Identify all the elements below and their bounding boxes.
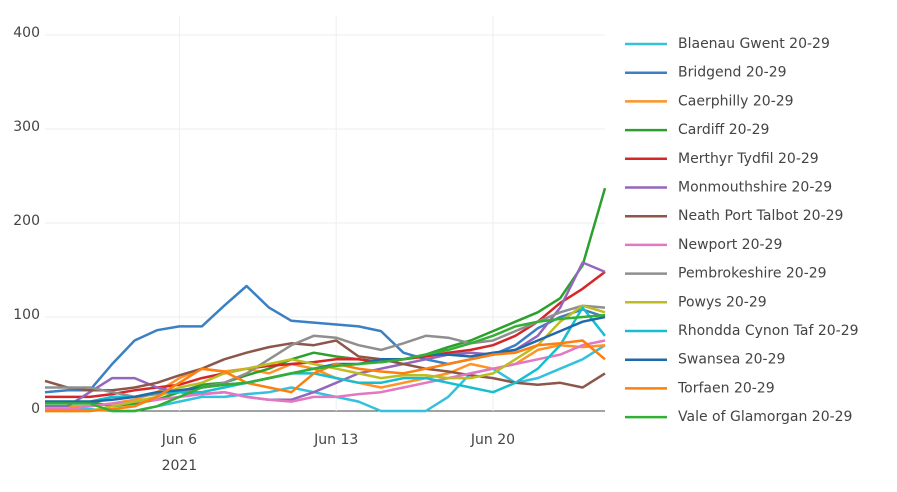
legend-label[interactable]: Neath Port Talbot 20-29 bbox=[678, 208, 843, 224]
series-line bbox=[45, 339, 606, 413]
legend-label[interactable]: Caerphilly 20-29 bbox=[678, 93, 794, 109]
legend-label[interactable]: Torfaen 20-29 bbox=[677, 380, 775, 396]
series-line bbox=[45, 187, 607, 408]
legend-label[interactable]: Newport 20-29 bbox=[678, 237, 782, 253]
legend-label[interactable]: Merthyr Tydfil 20-29 bbox=[678, 151, 819, 167]
legend-label[interactable]: Powys 20-29 bbox=[678, 294, 767, 310]
y-tick-label: 400 bbox=[13, 25, 40, 41]
y-tick-label: 300 bbox=[13, 119, 40, 135]
legend-label[interactable]: Swansea 20-29 bbox=[678, 352, 785, 368]
legend-label[interactable]: Pembrokeshire 20-29 bbox=[678, 266, 827, 282]
legend-label[interactable]: Vale of Glamorgan 20-29 bbox=[678, 409, 852, 425]
legend-label[interactable]: Rhondda Cynon Taf 20-29 bbox=[678, 323, 859, 339]
series-line bbox=[44, 339, 606, 392]
legend-label[interactable]: Bridgend 20-29 bbox=[678, 65, 787, 81]
series-line bbox=[45, 270, 606, 399]
lines bbox=[44, 187, 607, 413]
x-tick-label: Jun 20 bbox=[470, 432, 515, 448]
x-tick-sublabel: 2021 bbox=[162, 458, 198, 474]
series-line bbox=[45, 261, 606, 408]
legend-label[interactable]: Cardiff 20-29 bbox=[678, 122, 769, 138]
legend-label[interactable]: Blaenau Gwent 20-29 bbox=[678, 36, 830, 52]
y-tick-label: 100 bbox=[13, 307, 40, 323]
x-tick-label: Jun 6 bbox=[161, 432, 197, 448]
series-line bbox=[44, 284, 606, 394]
series-line bbox=[45, 313, 606, 413]
y-tick-label: 200 bbox=[13, 213, 40, 229]
legend-label[interactable]: Monmouthshire 20-29 bbox=[678, 180, 832, 196]
legend[interactable]: Blaenau Gwent 20-29 Bridgend 20-29 Caerphi… bbox=[625, 36, 859, 425]
grid: 0 100 200 300 400 Jun 6 2021 Jun 13 Jun 20 bbox=[13, 16, 605, 474]
y-tick-label: 0 bbox=[31, 401, 40, 417]
x-tick-label: Jun 13 bbox=[313, 432, 358, 448]
